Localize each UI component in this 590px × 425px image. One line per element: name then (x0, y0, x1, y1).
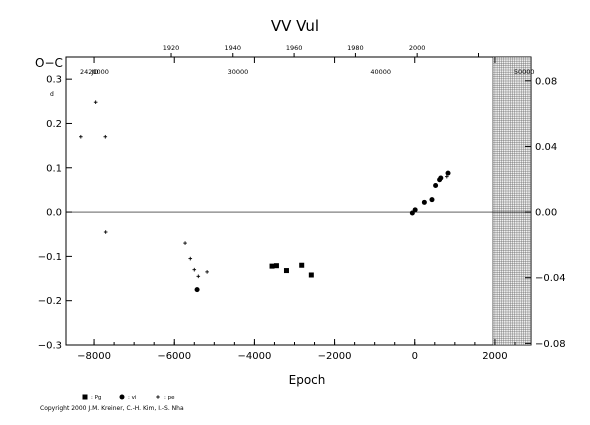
jd-tick-label: 40000 (370, 68, 391, 76)
right-y-tick-label: 0.00 (535, 208, 557, 219)
x-tick-label: 2000 (482, 351, 507, 362)
data-point-plus (188, 256, 193, 261)
plot-frame (65, 56, 532, 346)
y-unit-mark: d (50, 91, 54, 98)
data-point-circle (438, 175, 444, 181)
shaded-region (492, 56, 532, 346)
jd-prefix-label: JD (91, 68, 99, 76)
y-axis-label: O−C (35, 56, 63, 70)
legend-label: : Pg (91, 395, 101, 401)
year-tick-label: 2000 (409, 44, 426, 52)
x-axis-label: Epoch (289, 373, 326, 387)
jd-tick-label: 50000 (514, 68, 535, 76)
data-point-plus (93, 100, 98, 104)
x-tick-label: 0 (412, 351, 418, 362)
right-y-tick-label: 0.04 (535, 142, 557, 153)
data-point-plus (205, 270, 209, 274)
right-y-tick-label: −0.04 (535, 273, 566, 284)
legend-marker-plus (156, 395, 160, 399)
year-tick-label: 1940 (224, 44, 241, 52)
legend-label: : pe (164, 395, 175, 401)
y-tick-label: 0.2 (46, 119, 62, 130)
year-tick-label: 1980 (347, 44, 364, 52)
right-y-tick-label: 0.08 (535, 76, 557, 87)
x-tick-label: −2000 (318, 351, 352, 362)
x-tick-label: −4000 (237, 351, 271, 362)
data-point-plus (103, 230, 108, 234)
data-point-plus (445, 174, 449, 179)
y-tick-label: −0.1 (38, 252, 62, 263)
data-point-circle (194, 287, 200, 293)
jd-tick-label: 30000 (228, 68, 249, 76)
y-tick-label: −0.3 (38, 341, 62, 352)
x-tick-label: −6000 (157, 351, 191, 362)
legend-label: : vi (128, 395, 137, 401)
data-point-square (299, 262, 305, 268)
y-tick-label: 0.1 (46, 163, 62, 174)
data-point-plus (183, 241, 187, 245)
legend-marker-square (82, 394, 88, 400)
data-point-square (269, 263, 275, 269)
y-tick-label: −0.2 (38, 296, 62, 307)
data-point-circle (421, 199, 427, 205)
x-tick-label: −8000 (77, 351, 111, 362)
data-point-plus (79, 134, 83, 139)
data-point-circle (429, 197, 435, 203)
year-tick-label: 1920 (163, 44, 180, 52)
year-tick-label: 1960 (286, 44, 303, 52)
data-point-square (308, 272, 314, 278)
copyright-notice: Copyright 2000 J.M. Kreiner, C.-H. Kim, … (40, 405, 184, 412)
data-point-square (283, 268, 289, 274)
y-tick-label: 0.3 (46, 75, 62, 86)
right-y-tick-label: −0.08 (535, 339, 566, 350)
y-tick-label: 0.0 (46, 208, 62, 219)
data-point-circle (445, 170, 451, 176)
data-point-plus (192, 267, 197, 272)
jd-tick-label: 2420000 (80, 68, 109, 76)
shade-box (492, 56, 532, 346)
legend-marker-circle (119, 394, 125, 400)
data-point-square (273, 263, 279, 269)
data-point-circle (433, 182, 439, 188)
data-point-circle (412, 207, 418, 213)
chart-title: VV Vul (271, 17, 319, 35)
data-point-plus (196, 274, 201, 279)
data-point-plus (103, 134, 108, 139)
